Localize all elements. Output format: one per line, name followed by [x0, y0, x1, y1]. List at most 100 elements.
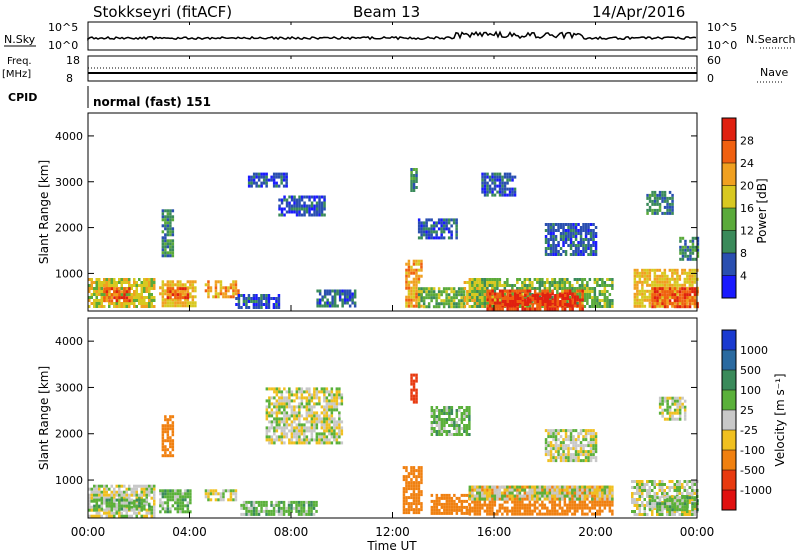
data-cell — [554, 223, 558, 226]
data-cell — [420, 478, 423, 482]
data-cell — [511, 506, 514, 510]
data-cell — [280, 213, 284, 217]
data-cell — [576, 491, 579, 495]
data-cell — [566, 287, 569, 290]
data-cell — [450, 424, 454, 427]
data-cell — [159, 498, 162, 502]
data-cell — [691, 277, 694, 281]
data-cell — [283, 408, 286, 412]
data-cell — [313, 210, 316, 214]
data-cell — [282, 509, 286, 513]
data-cell — [567, 235, 570, 238]
data-cell — [169, 227, 172, 231]
data-cell — [549, 459, 553, 463]
data-cell — [318, 390, 321, 394]
data-cell — [528, 500, 532, 504]
data-cell — [405, 301, 408, 305]
data-cell — [415, 400, 418, 404]
data-cell — [166, 227, 170, 231]
data-cell — [541, 300, 545, 303]
data-cell — [100, 287, 103, 290]
data-cell — [483, 178, 487, 182]
data-cell — [98, 498, 101, 502]
data-cell — [531, 307, 534, 311]
data-cell — [534, 300, 537, 303]
data-cell — [308, 387, 311, 391]
data-cell — [325, 423, 329, 427]
data-cell — [90, 296, 93, 299]
data-cell — [145, 281, 148, 284]
data-cell — [412, 493, 416, 497]
data-cell — [133, 278, 136, 281]
data-cell — [547, 459, 550, 463]
data-cell — [554, 441, 558, 445]
data-cell — [598, 290, 602, 293]
data-cell — [333, 405, 336, 409]
data-cell — [547, 247, 550, 250]
data-cell — [483, 296, 487, 299]
data-cell — [153, 493, 156, 497]
data-cell — [465, 505, 469, 509]
data-cell — [153, 287, 156, 290]
data-cell — [237, 297, 241, 300]
data-cell — [608, 305, 612, 308]
data-cell — [169, 254, 172, 258]
data-cell — [313, 396, 316, 400]
data-cell — [410, 168, 413, 171]
data-cell — [300, 414, 304, 418]
data-cell — [455, 305, 458, 309]
data-cell — [323, 304, 327, 308]
data-cell — [554, 447, 558, 451]
data-cell — [110, 284, 113, 287]
data-cell — [267, 512, 271, 516]
data-cell — [573, 304, 577, 308]
data-cell — [506, 485, 509, 489]
data-cell — [415, 286, 418, 290]
data-cell — [250, 297, 253, 300]
data-cell — [169, 287, 172, 291]
data-cell — [496, 281, 499, 284]
data-cell — [169, 492, 172, 496]
data-cell — [169, 283, 172, 287]
data-cell — [552, 244, 555, 247]
data-cell — [523, 497, 527, 501]
data-cell — [571, 307, 574, 311]
data-cell — [468, 418, 471, 421]
data-cell — [262, 294, 266, 297]
data-cell — [98, 302, 101, 305]
data-cell — [594, 441, 598, 445]
data-cell — [661, 190, 664, 194]
data-cell — [696, 236, 700, 240]
data-cell — [315, 426, 319, 430]
data-cell — [656, 287, 659, 291]
data-cell — [110, 501, 114, 505]
data-cell — [513, 509, 517, 513]
data-cell — [140, 284, 143, 287]
data-cell — [305, 426, 309, 430]
data-cell — [328, 426, 331, 430]
data-cell — [549, 294, 552, 297]
data-cell — [305, 210, 309, 214]
data-cell — [166, 501, 170, 505]
data-cell — [611, 278, 614, 281]
data-cell — [143, 507, 146, 511]
data-cell — [445, 293, 448, 297]
data-cell — [140, 293, 143, 296]
data-cell — [596, 281, 599, 284]
data-cell — [578, 485, 582, 489]
data-cell — [290, 210, 294, 214]
data-cell — [278, 387, 281, 391]
data-cell — [171, 215, 175, 219]
data-cell — [579, 226, 583, 229]
data-cell — [673, 287, 677, 291]
data-cell — [351, 295, 354, 299]
data-cell — [153, 508, 156, 512]
data-cell — [598, 500, 602, 504]
data-cell — [307, 509, 311, 513]
data-cell — [417, 487, 421, 491]
data-cell — [295, 423, 299, 427]
data-cell — [242, 297, 246, 300]
nsky-tick-top: 10^5 — [48, 21, 78, 34]
data-cell — [455, 293, 458, 297]
data-cell — [95, 498, 99, 502]
